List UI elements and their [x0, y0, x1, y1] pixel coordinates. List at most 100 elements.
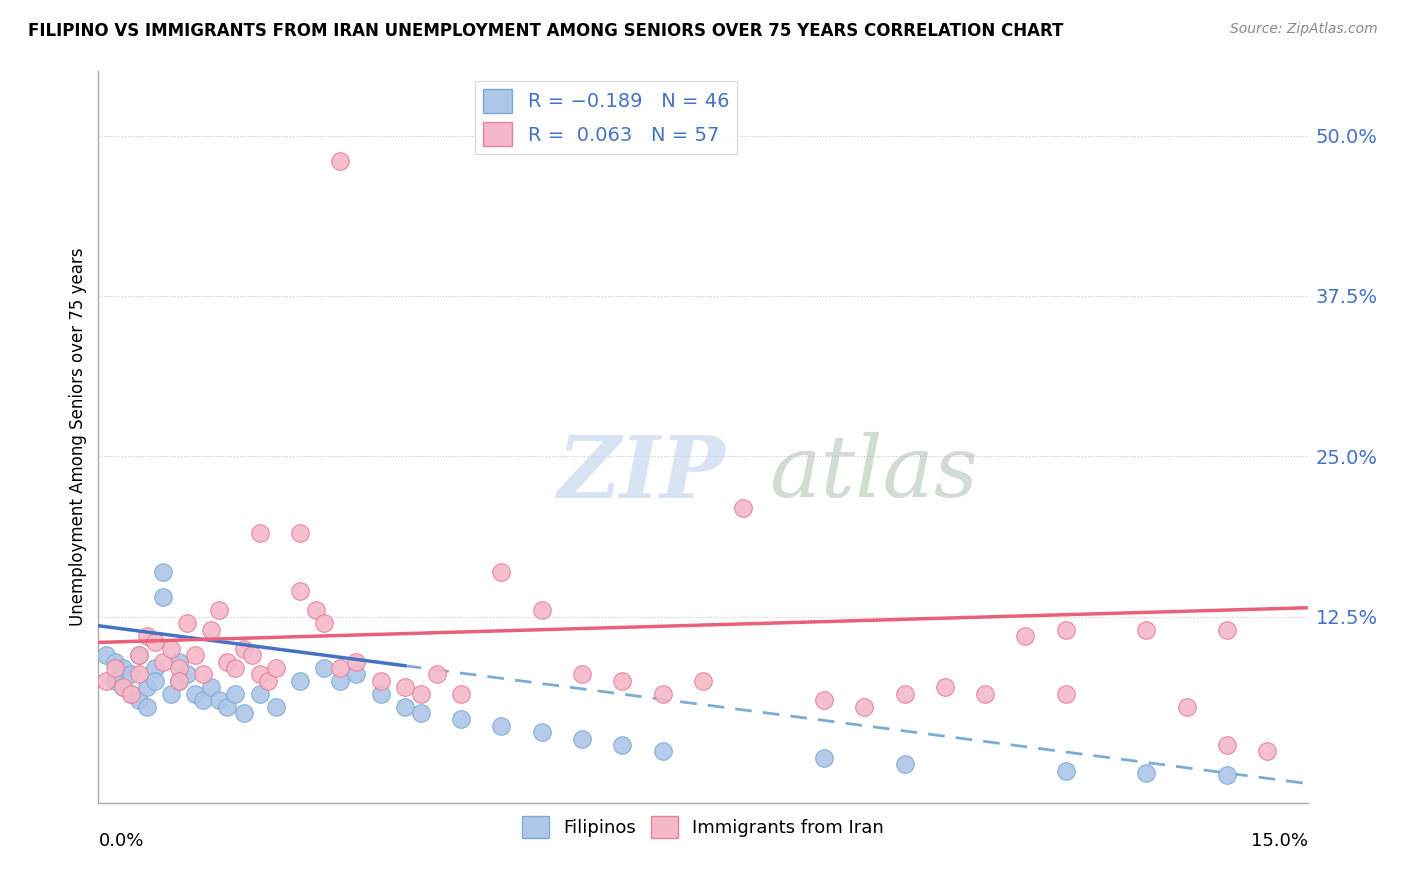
Point — [450, 712, 472, 726]
Point — [974, 687, 997, 701]
Point — [1014, 629, 1036, 643]
Point — [135, 629, 157, 643]
Point — [128, 667, 150, 681]
Point — [329, 661, 352, 675]
Point — [193, 693, 215, 707]
Point — [232, 641, 254, 656]
Point — [111, 661, 134, 675]
Point — [288, 584, 311, 599]
Point — [288, 526, 311, 541]
Point — [249, 687, 271, 701]
Text: FILIPINO VS IMMIGRANTS FROM IRAN UNEMPLOYMENT AMONG SENIORS OVER 75 YEARS CORREL: FILIPINO VS IMMIGRANTS FROM IRAN UNEMPLO… — [28, 22, 1063, 40]
Point — [224, 661, 246, 675]
Y-axis label: Unemployment Among Seniors over 75 years: Unemployment Among Seniors over 75 years — [69, 248, 87, 626]
Point — [370, 673, 392, 688]
Point — [208, 603, 231, 617]
Point — [1256, 744, 1278, 758]
Point — [571, 731, 593, 746]
Point — [249, 667, 271, 681]
Point — [120, 687, 142, 701]
Point — [167, 673, 190, 688]
Point — [1054, 687, 1077, 701]
Point — [208, 693, 231, 707]
Text: atlas: atlas — [769, 433, 979, 515]
Point — [893, 687, 915, 701]
Point — [167, 673, 190, 688]
Point — [240, 648, 263, 663]
Legend: Filipinos, Immigrants from Iran: Filipinos, Immigrants from Iran — [515, 808, 891, 845]
Point — [143, 661, 166, 675]
Point — [1135, 623, 1157, 637]
Point — [893, 757, 915, 772]
Point — [135, 699, 157, 714]
Point — [612, 673, 634, 688]
Point — [103, 655, 125, 669]
Point — [813, 693, 835, 707]
Point — [120, 667, 142, 681]
Point — [1175, 699, 1198, 714]
Point — [305, 603, 328, 617]
Point — [176, 667, 198, 681]
Point — [167, 661, 190, 675]
Point — [733, 500, 755, 515]
Point — [128, 693, 150, 707]
Point — [200, 623, 222, 637]
Point — [152, 565, 174, 579]
Point — [256, 673, 278, 688]
Point — [1216, 738, 1239, 752]
Point — [152, 591, 174, 605]
Point — [96, 648, 118, 663]
Point — [135, 681, 157, 695]
Text: 15.0%: 15.0% — [1250, 832, 1308, 850]
Point — [103, 661, 125, 675]
Point — [1216, 623, 1239, 637]
Point — [329, 154, 352, 169]
Point — [111, 681, 134, 695]
Point — [934, 681, 956, 695]
Point — [853, 699, 876, 714]
Point — [249, 526, 271, 541]
Point — [143, 673, 166, 688]
Point — [96, 673, 118, 688]
Point — [143, 635, 166, 649]
Point — [491, 719, 513, 733]
Point — [264, 699, 287, 714]
Point — [651, 687, 673, 701]
Point — [264, 661, 287, 675]
Point — [167, 655, 190, 669]
Point — [409, 687, 432, 701]
Point — [426, 667, 449, 681]
Point — [394, 681, 416, 695]
Point — [200, 681, 222, 695]
Point — [530, 725, 553, 739]
Point — [491, 565, 513, 579]
Point — [344, 655, 367, 669]
Point — [224, 687, 246, 701]
Text: ZIP: ZIP — [558, 432, 725, 516]
Point — [217, 655, 239, 669]
Point — [370, 687, 392, 701]
Point — [152, 655, 174, 669]
Point — [344, 667, 367, 681]
Point — [176, 616, 198, 631]
Text: Source: ZipAtlas.com: Source: ZipAtlas.com — [1230, 22, 1378, 37]
Point — [571, 667, 593, 681]
Point — [1216, 767, 1239, 781]
Point — [103, 673, 125, 688]
Point — [314, 616, 336, 631]
Point — [1054, 764, 1077, 778]
Point — [394, 699, 416, 714]
Point — [120, 687, 142, 701]
Point — [232, 706, 254, 720]
Point — [1054, 623, 1077, 637]
Point — [612, 738, 634, 752]
Point — [160, 687, 183, 701]
Point — [111, 681, 134, 695]
Point — [217, 699, 239, 714]
Point — [128, 648, 150, 663]
Point — [651, 744, 673, 758]
Point — [813, 751, 835, 765]
Point — [288, 673, 311, 688]
Point — [184, 687, 207, 701]
Point — [409, 706, 432, 720]
